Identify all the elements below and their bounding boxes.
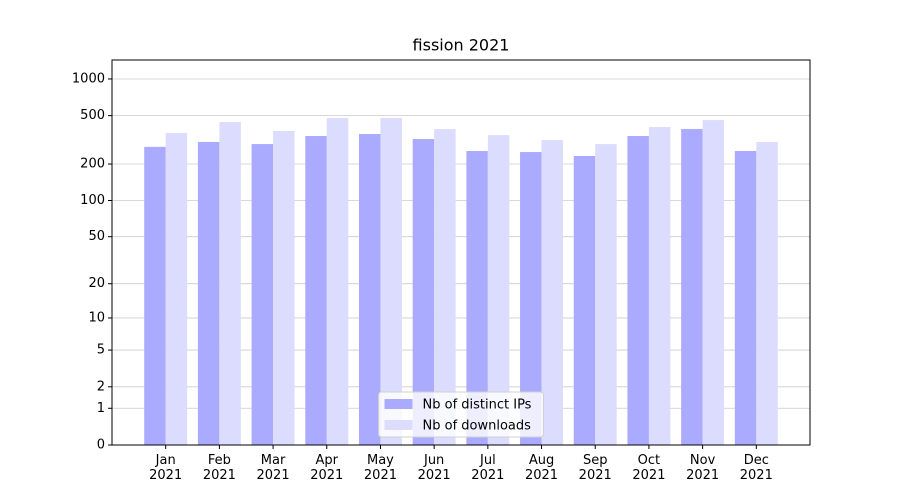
x-tick-label: Jan 2021	[149, 453, 183, 483]
bar	[412, 139, 435, 445]
bar	[648, 127, 671, 445]
bar	[358, 134, 381, 445]
x-tick-label: Jun 2021	[417, 453, 451, 483]
bar	[380, 118, 402, 446]
bar	[681, 129, 703, 446]
legend: Nb of distinct IPs Nb of downloads	[378, 391, 544, 438]
legend-box	[378, 391, 544, 438]
legend-swatch	[384, 420, 413, 430]
y-tick-label: 1000	[72, 71, 105, 86]
y-tick-label: 5	[97, 343, 105, 358]
bar	[273, 130, 295, 445]
x-tick-label: Apr 2021	[310, 453, 344, 483]
x-tick-label: Mar 2021	[256, 453, 290, 483]
x-tick-label: Oct 2021	[632, 453, 666, 483]
bar	[520, 152, 542, 445]
chart-title: fission 2021	[413, 36, 510, 55]
y-tick-label: 500	[80, 108, 105, 123]
y-tick-label: 10	[88, 310, 105, 325]
bar	[251, 144, 274, 446]
x-tick-label: Dec 2021	[739, 453, 773, 483]
bar	[197, 141, 220, 446]
bar	[434, 129, 456, 446]
bar	[144, 146, 166, 445]
bar	[627, 136, 649, 446]
bar	[595, 144, 617, 446]
bar	[702, 120, 725, 446]
x-tick-label: Jul 2021	[471, 453, 505, 483]
bar	[756, 141, 778, 446]
legend-label: Nb of distinct IPs	[423, 398, 532, 413]
x-tick-label: Feb 2021	[202, 453, 236, 483]
plot-frame	[111, 59, 811, 446]
bar	[734, 151, 757, 445]
bar	[487, 135, 510, 445]
bar	[541, 140, 564, 445]
bar	[219, 122, 241, 446]
legend-swatch	[384, 399, 413, 409]
bar	[305, 136, 327, 446]
y-tick-label: 1	[97, 401, 105, 416]
y-tick-label: 200	[80, 157, 105, 172]
y-tick-label: 20	[88, 276, 105, 291]
y-tick-label: 100	[80, 193, 105, 208]
y-tick-label: 50	[88, 229, 105, 244]
bar	[466, 151, 488, 445]
legend-label: Nb of downloads	[423, 419, 532, 434]
x-tick-label: Aug 2021	[524, 453, 559, 483]
x-tick-label: Nov 2021	[686, 453, 720, 483]
y-tick-label: 0	[97, 438, 105, 453]
bar	[573, 155, 596, 445]
x-tick-label: May 2021	[363, 453, 397, 483]
x-tick-label: Sep 2021	[578, 453, 612, 483]
y-tick-label: 2	[97, 379, 105, 394]
bar	[326, 118, 349, 446]
bar	[165, 133, 188, 445]
